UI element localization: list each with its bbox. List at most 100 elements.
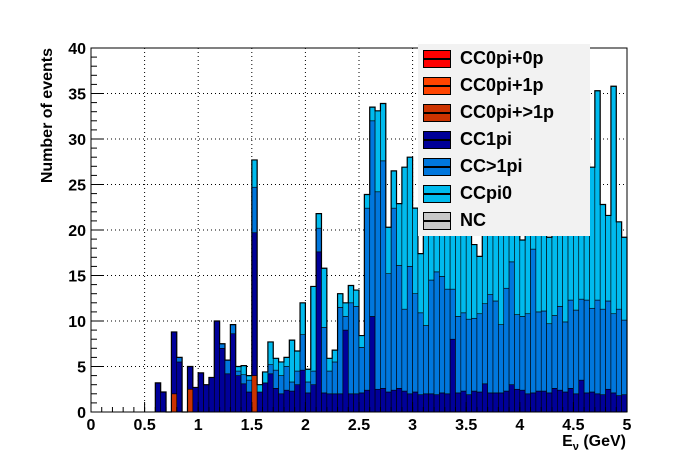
legend-swatch: [423, 185, 451, 203]
bar-segment-cc1pi: [519, 389, 526, 413]
bar-segment-ccpi0: [514, 228, 521, 315]
bar-segment-cc1pi: [557, 389, 563, 413]
bar-segment-cc-1pi: [353, 306, 360, 395]
bar-segment-ccpi0: [605, 215, 612, 302]
legend-item: CC>1pi: [418, 155, 590, 179]
total-outline-path: [154, 85, 628, 413]
y-tick-label: 35: [68, 87, 86, 104]
bar-segment-cc1pi: [230, 333, 237, 413]
bar-segment-ccpi0: [315, 213, 322, 229]
bar-segment-cc-1pi: [412, 293, 419, 393]
legend-item: CC0pi+0p: [418, 47, 590, 71]
bar-segment-cc-1pi: [621, 319, 628, 396]
legend-swatch: [423, 77, 451, 95]
bar-segment-cc1pi: [256, 391, 263, 413]
legend-item: CC1pi: [418, 128, 590, 152]
bar-segment-cc1pi: [390, 389, 397, 413]
bar-segment-cc1pi: [481, 383, 488, 413]
bar-segment-cc1pi: [213, 320, 220, 413]
bar-segment-cc-1pi: [471, 317, 478, 392]
bar-segment-ccpi0: [358, 335, 365, 348]
bar-segment-cc1pi: [267, 373, 274, 413]
bar-segment-ccpi0: [417, 253, 424, 314]
y-axis-title: Number of events: [39, 48, 56, 183]
bar-segment-cc1pi: [428, 393, 435, 413]
bar-segment-cc-1pi: [230, 324, 237, 335]
bar-segment-cc1pi: [551, 388, 558, 413]
x-tick-label: 1: [194, 417, 203, 434]
bar-segment-cc1pi: [374, 388, 381, 413]
bar-segment-ccpi0: [374, 110, 381, 193]
bar-segment-ccpi0: [353, 289, 360, 307]
y-tick-label: 15: [68, 269, 86, 286]
bar-segment-cc1pi: [283, 389, 290, 413]
bar-segment-cc-1pi: [283, 366, 290, 391]
bar-segment-cc-1pi: [567, 299, 574, 389]
bar-segment-cc-1pi: [562, 321, 569, 393]
bar-segment-cc1pi: [262, 382, 269, 413]
bar-segment-cc-1pi: [358, 347, 365, 394]
bar-segment-cc1pi: [610, 392, 617, 413]
bar-segment-cc1pi: [331, 393, 338, 413]
bar-segment-ccpi0: [251, 159, 258, 188]
bar-segment-ccpi0: [342, 302, 349, 317]
bar-segment-cc1pi: [364, 389, 371, 413]
bar-segment-cc1pi: [433, 394, 440, 413]
bar-segment-ccpi0: [455, 234, 462, 317]
x-tick-label: 3: [408, 417, 417, 434]
bar-segment-ccpi0: [347, 285, 354, 304]
bar-segment-cc-1pi: [299, 334, 306, 371]
y-tick-label: 5: [77, 360, 86, 377]
bar-segment-cc0pi-1p: [171, 393, 178, 413]
bar-segment-ccpi0: [401, 166, 408, 310]
bar-segment-cc-1pi: [315, 227, 322, 253]
bar-segment-cc1pi: [155, 382, 161, 413]
bar-segment-cc1pi: [567, 388, 574, 413]
bar-segment-cc1pi: [235, 375, 242, 413]
bar-segment-cc-1pi: [380, 160, 387, 389]
bar-segment-cc1pi: [417, 394, 424, 413]
total-outline: [154, 85, 628, 413]
bar-segment-cc1pi: [315, 251, 322, 413]
legend-swatch: [423, 158, 451, 176]
y-tick-label: 30: [68, 132, 86, 149]
bar-segment-cc1pi: [294, 384, 301, 413]
bar-segment-cc1pi: [369, 316, 376, 413]
bar-segment-ccpi0: [278, 361, 285, 376]
bar-segment-cc-1pi: [583, 299, 590, 394]
bar-segment-cc1pi: [535, 390, 542, 413]
x-tick-label: 2: [301, 417, 310, 434]
bar-segment-cc1pi: [449, 338, 456, 413]
bar-segment-cc1pi: [203, 384, 210, 413]
bar-segment-cc-1pi: [321, 327, 328, 394]
bar-segment-cc1pi: [573, 393, 580, 413]
bar-segment-ccpi0: [589, 166, 596, 309]
bar-segment-ccpi0: [289, 339, 295, 383]
bar-segment-cc1pi: [353, 393, 360, 413]
bar-segment-cc-1pi: [492, 300, 499, 394]
bar-segment-cc-1pi: [503, 287, 510, 392]
bar-segment-cc-1pi: [369, 120, 376, 317]
bar-segment-ccpi0: [283, 357, 290, 367]
bar-segment-cc1pi: [278, 393, 285, 413]
bar-segment-cc1pi: [439, 392, 446, 413]
bar-segment-cc1pi: [444, 393, 451, 413]
bar-segment-cc-1pi: [551, 315, 558, 389]
legend-label: CC>1pi: [460, 156, 523, 176]
bar-segment-cc1pi: [251, 232, 258, 376]
bar-segment-cc1pi: [412, 391, 419, 413]
x-tick-label: 4: [515, 417, 524, 434]
bar-segment-ccpi0: [310, 286, 317, 372]
bar-segment-cc1pi: [594, 393, 601, 413]
bar-segment-cc-1pi: [573, 309, 580, 395]
bar-segment-cc1pi: [385, 391, 392, 413]
bar-segment-cc-1pi: [289, 381, 295, 392]
bar-segment-cc-1pi: [439, 276, 446, 394]
bar-segment-cc-1pi: [219, 343, 226, 349]
bar-segment-cc1pi: [160, 391, 167, 413]
bar-segment-ccpi0: [364, 194, 371, 209]
bar-segment-cc1pi: [337, 393, 344, 413]
bar-segment-ccpi0: [299, 302, 306, 335]
bar-segment-ccpi0: [594, 90, 601, 301]
